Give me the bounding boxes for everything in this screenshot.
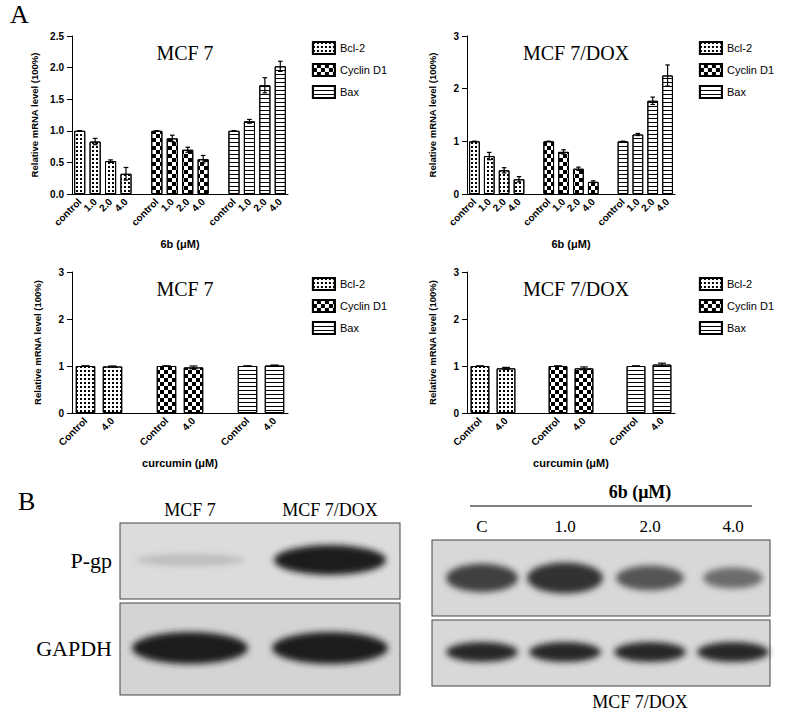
html-text:A: A [10,0,29,29]
svg-text:Cyclin D1: Cyclin D1 [727,64,774,76]
svg-text:1.0: 1.0 [50,125,64,136]
svg-text:6b (μM): 6b (μM) [609,482,672,503]
svg-text:4.0: 4.0 [654,196,672,214]
svg-text:4.0: 4.0 [189,196,207,214]
svg-text:control: control [129,196,161,228]
svg-text:2: 2 [453,83,459,94]
svg-text:1.0: 1.0 [475,196,494,214]
svg-text:4.0: 4.0 [570,415,588,433]
svg-text:Bcl-2: Bcl-2 [340,278,365,290]
svg-text:1.0: 1.0 [235,196,254,214]
svg-text:control: control [521,196,553,228]
svg-text:GAPDH: GAPDH [36,636,112,661]
svg-text:control: control [52,196,84,228]
svg-text:Cyclin D1: Cyclin D1 [340,64,387,76]
svg-text:Bcl-2: Bcl-2 [727,278,752,290]
svg-text:0.0: 0.0 [50,189,64,200]
svg-text:4.0: 4.0 [648,415,666,433]
svg-text:curcumin (μM): curcumin (μM) [142,457,218,469]
svg-text:4.0: 4.0 [505,196,523,214]
svg-text:3: 3 [453,267,459,278]
svg-text:3: 3 [453,31,459,42]
svg-text:C: C [476,517,487,536]
svg-text:Bcl-2: Bcl-2 [340,42,365,54]
svg-text:0: 0 [58,408,64,419]
svg-text:Bax: Bax [727,322,746,334]
svg-text:MCF 7: MCF 7 [164,500,216,520]
svg-text:2.0: 2.0 [96,196,115,214]
svg-text:2: 2 [58,314,64,325]
svg-text:Cyclin D1: Cyclin D1 [727,300,774,312]
svg-text:4.0: 4.0 [492,415,510,433]
svg-text:Relative mRNA level (100%): Relative mRNA level (100%) [427,280,438,405]
svg-text:MCF 7/DOX: MCF 7/DOX [523,278,630,300]
svg-text:1: 1 [453,361,459,372]
svg-text:4.0: 4.0 [180,415,198,433]
svg-text:Bax: Bax [340,86,359,98]
svg-text:Control: Control [219,415,252,448]
svg-text:MCF 7/DOX: MCF 7/DOX [592,692,688,712]
svg-text:1.0: 1.0 [624,196,642,214]
svg-text:2.5: 2.5 [50,31,64,42]
svg-text:curcumin (μM): curcumin (μM) [533,457,609,469]
svg-text:4.0: 4.0 [112,196,130,214]
svg-text:control: control [595,196,627,228]
svg-text:3: 3 [58,267,64,278]
svg-text:1.0: 1.0 [158,196,177,214]
svg-text:1.5: 1.5 [50,94,64,105]
svg-text:Control: Control [607,415,640,448]
svg-text:1: 1 [453,136,459,147]
svg-text:6b (μM): 6b (μM) [551,238,590,250]
svg-text:Relative mRNA level (100%): Relative mRNA level (100%) [32,280,43,405]
svg-text:0.5: 0.5 [50,157,64,168]
svg-text:Bcl-2: Bcl-2 [727,42,752,54]
svg-text:Bax: Bax [727,86,746,98]
svg-text:2.0: 2.0 [490,196,508,214]
svg-text:2.0: 2.0 [50,62,64,73]
svg-text:4.0: 4.0 [267,196,285,214]
svg-text:4.0: 4.0 [722,517,743,536]
svg-text:1.0: 1.0 [81,196,99,214]
svg-text:0: 0 [453,408,459,419]
svg-text:2.0: 2.0 [639,196,657,214]
svg-text:2.0: 2.0 [639,517,660,536]
svg-text:control: control [447,196,479,228]
svg-text:Control: Control [138,415,171,448]
svg-text:Control: Control [529,415,562,448]
svg-text:Relative mRNA level (100%): Relative mRNA level (100%) [427,53,438,178]
svg-text:2.0: 2.0 [251,196,269,214]
svg-text:1.0: 1.0 [549,196,568,214]
svg-text:1.0: 1.0 [554,517,575,536]
svg-text:4.0: 4.0 [261,415,279,433]
svg-text:Control: Control [57,415,90,448]
svg-text:B: B [18,487,35,516]
svg-text:0: 0 [453,189,459,200]
svg-text:Bax: Bax [340,322,359,334]
svg-text:1: 1 [58,361,64,372]
svg-text:MCF 7: MCF 7 [156,278,213,300]
svg-text:Relative mRNA level (100%): Relative mRNA level (100%) [29,53,40,178]
svg-text:Cyclin D1: Cyclin D1 [340,300,387,312]
svg-text:2.0: 2.0 [564,196,583,214]
svg-text:6b (μM): 6b (μM) [160,238,199,250]
svg-text:control: control [206,196,238,228]
svg-text:4.0: 4.0 [580,196,598,214]
svg-text:Control: Control [451,415,484,448]
svg-text:2.0: 2.0 [174,196,192,214]
svg-text:MCF 7/DOX: MCF 7/DOX [282,500,378,520]
svg-text:P-gp: P-gp [70,548,112,573]
svg-text:MCF 7: MCF 7 [156,42,213,64]
svg-text:2: 2 [453,314,459,325]
svg-text:4.0: 4.0 [99,415,117,433]
svg-text:MCF 7/DOX: MCF 7/DOX [523,42,630,64]
